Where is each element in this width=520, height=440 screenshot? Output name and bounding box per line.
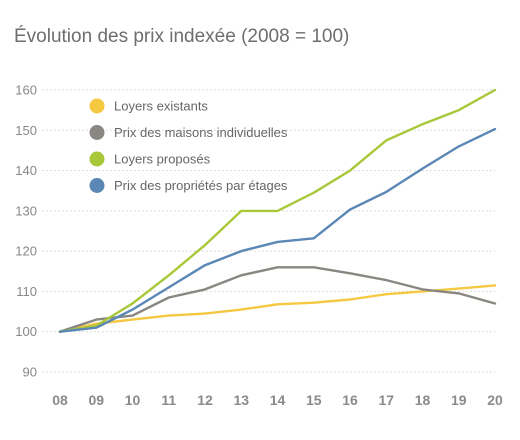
x-tick-label: 18 bbox=[415, 392, 431, 408]
series-lines bbox=[58, 88, 497, 333]
x-tick-label: 11 bbox=[161, 392, 176, 408]
chart-title: Évolution des prix indexée (2008 = 100) bbox=[14, 26, 350, 47]
x-tick-label: 16 bbox=[342, 392, 358, 408]
y-tick-label: 150 bbox=[15, 123, 37, 138]
y-tick-label: 130 bbox=[15, 203, 37, 218]
y-tick-label: 160 bbox=[15, 83, 37, 98]
x-tick-label: 09 bbox=[88, 392, 104, 408]
series-line bbox=[58, 88, 497, 333]
legend-label: Prix des maisons individuelles bbox=[114, 125, 288, 140]
y-tick-label: 100 bbox=[15, 324, 37, 339]
x-tick-label: 17 bbox=[378, 392, 394, 408]
x-tick-label: 20 bbox=[487, 392, 503, 408]
series-line bbox=[58, 127, 497, 333]
x-tick-label: 14 bbox=[270, 392, 286, 408]
y-axis-ticks: 90 100 110 120 130 140 150 160 bbox=[15, 83, 37, 380]
x-axis-ticks: 08 09 10 11 12 13 14 15 16 17 18 19 20 bbox=[52, 392, 503, 408]
x-tick-label: 15 bbox=[306, 392, 322, 408]
legend-label: Loyers proposés bbox=[114, 152, 211, 167]
y-tick-label: 90 bbox=[23, 365, 37, 380]
x-tick-label: 08 bbox=[52, 392, 68, 408]
x-tick-label: 12 bbox=[197, 392, 213, 408]
series-line bbox=[58, 284, 497, 333]
series-line bbox=[58, 266, 497, 333]
x-tick-label: 19 bbox=[451, 392, 467, 408]
y-tick-label: 120 bbox=[15, 244, 37, 259]
x-tick-label: 10 bbox=[125, 392, 141, 408]
legend: Loyers existants Prix des maisons individ… bbox=[89, 98, 288, 193]
legend-marker bbox=[89, 98, 105, 114]
legend-marker bbox=[89, 151, 105, 167]
legend-label: Prix des propriétés par étages bbox=[114, 178, 288, 193]
legend-marker bbox=[89, 125, 105, 140]
y-tick-label: 110 bbox=[16, 284, 37, 299]
legend-marker bbox=[89, 178, 105, 193]
y-tick-label: 140 bbox=[15, 163, 37, 178]
x-tick-label: 13 bbox=[233, 392, 249, 408]
legend-label: Loyers existants bbox=[114, 99, 208, 114]
